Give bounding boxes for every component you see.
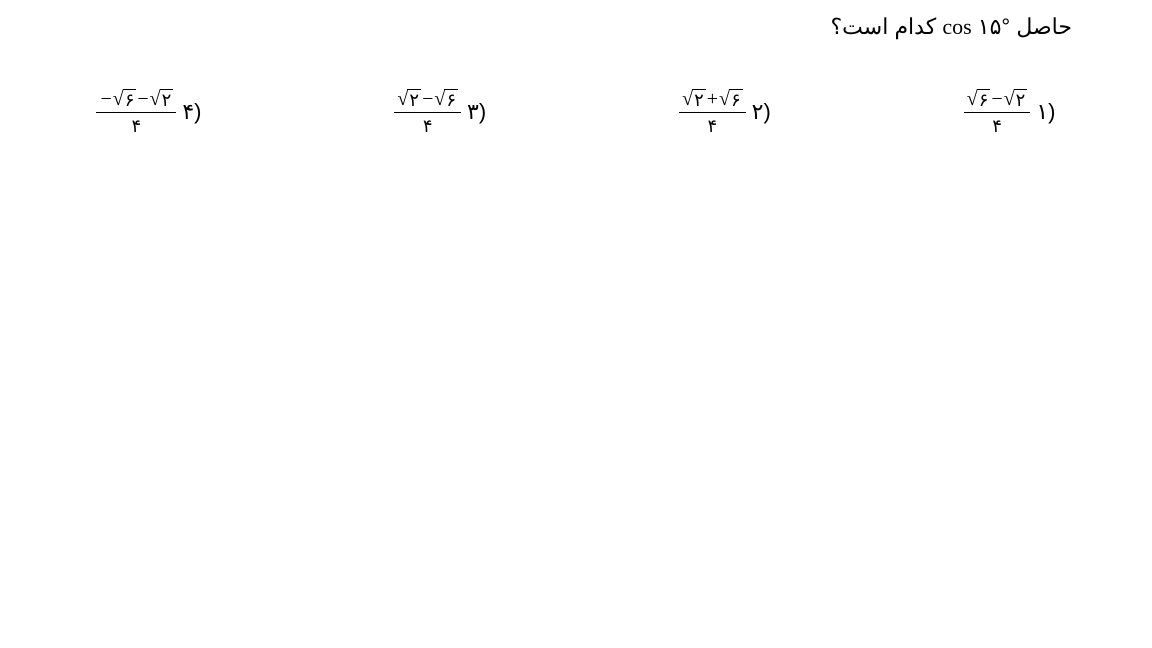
option-1: √۶−√۲ ۴ (۱ [964, 89, 1056, 135]
sqrt-icon: √۶ [967, 89, 991, 109]
option-1-numerator: √۶−√۲ [964, 89, 1031, 113]
option-2-numerator: √۲+√۶ [679, 89, 746, 113]
option-3-label: (۳ [467, 99, 486, 125]
question-func: cos [942, 14, 971, 39]
option-3: √۲−√۶ ۴ (۳ [394, 89, 486, 135]
option-2-denominator: ۴ [708, 113, 718, 135]
question-angle: ۱۵° [978, 14, 1010, 39]
option-4-denominator: ۴ [132, 113, 142, 135]
option-1-fraction: √۶−√۲ ۴ [964, 89, 1031, 135]
option-4: −√۶−√۲ ۴ (۴ [96, 89, 201, 135]
option-3-fraction: √۲−√۶ ۴ [394, 89, 461, 135]
option-4-numerator: −√۶−√۲ [96, 89, 176, 113]
option-2-fraction: √۲+√۶ ۴ [679, 89, 746, 135]
sqrt-icon: √۶ [113, 89, 137, 109]
option-1-denominator: ۴ [992, 113, 1002, 135]
sqrt-icon: √۲ [397, 89, 421, 109]
question-prefix: حاصل [1016, 14, 1072, 39]
sqrt-icon: √۲ [682, 89, 706, 109]
sqrt-icon: √۲ [150, 89, 174, 109]
options-row: √۶−√۲ ۴ (۱ √۲+√۶ ۴ (۲ √۲−√۶ ۴ [0, 72, 1152, 152]
option-3-denominator: ۴ [423, 113, 433, 135]
sqrt-icon: √۶ [719, 89, 743, 109]
sqrt-icon: √۲ [1004, 89, 1028, 109]
option-2-label: (۲ [752, 99, 771, 125]
option-4-fraction: −√۶−√۲ ۴ [96, 89, 176, 135]
option-2: √۲+√۶ ۴ (۲ [679, 89, 771, 135]
option-1-label: (۱ [1036, 99, 1055, 125]
option-4-label: (۴ [182, 99, 201, 125]
option-3-numerator: √۲−√۶ [394, 89, 461, 113]
sqrt-icon: √۶ [434, 89, 458, 109]
page: حاصل cos ۱۵° کدام است؟ √۶−√۲ ۴ (۱ √۲+√۶ … [0, 0, 1152, 648]
question-suffix: کدام است؟ [831, 14, 937, 39]
question-text: حاصل cos ۱۵° کدام است؟ [831, 14, 1073, 40]
